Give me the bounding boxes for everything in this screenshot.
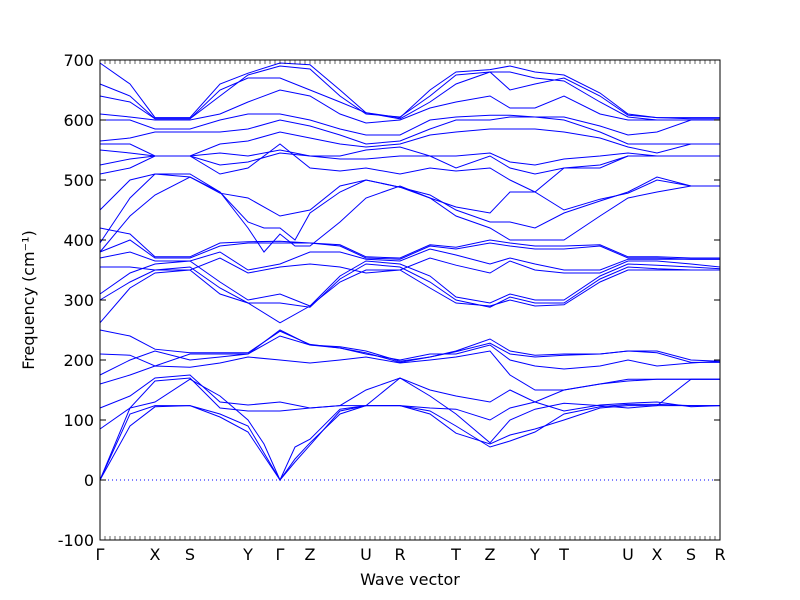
phonon-band-27 — [99, 65, 720, 121]
phonon-band-22 — [99, 146, 720, 166]
x-tick-label: S — [686, 545, 696, 564]
phonon-band-28 — [99, 71, 720, 120]
phonon-band-9 — [99, 329, 720, 363]
x-tick-label: X — [652, 545, 663, 564]
x-tick-label: T — [450, 545, 461, 564]
y-axis-label: Frequency (cm⁻¹) — [19, 230, 38, 369]
phonon-band-10 — [99, 269, 720, 324]
phonon-band-5 — [99, 374, 721, 412]
y-tick-label: -100 — [58, 531, 94, 550]
phonon-band-24 — [99, 116, 720, 145]
phonon-band-23 — [100, 128, 720, 157]
phonon-band-11 — [99, 263, 720, 308]
y-tick-label: 100 — [63, 411, 94, 430]
phonon-band-7 — [99, 335, 721, 376]
y-tick-label: 200 — [63, 351, 94, 370]
phonon-band-6 — [99, 350, 720, 391]
plot-frame — [99, 59, 721, 541]
x-tick-label: Γ — [96, 545, 105, 564]
x-tick-label: U — [360, 545, 372, 564]
y-tick-label: 700 — [63, 51, 94, 70]
phonon-band-14 — [99, 248, 720, 271]
x-tick-label: S — [185, 545, 195, 564]
x-tick-label: T — [558, 545, 569, 564]
phonon-band-26 — [99, 89, 720, 124]
x-tick-label: R — [394, 545, 405, 564]
phonon-band-29 — [99, 62, 720, 119]
phonon-band-20 — [99, 143, 720, 193]
y-tick-label: 600 — [63, 111, 94, 130]
phonon-band-15 — [99, 239, 720, 260]
y-axis-ticks: -100 0 100 200 300 400 500 600 700 — [58, 51, 720, 550]
phonon-bands — [99, 62, 721, 482]
x-tick-label: Y — [242, 545, 253, 564]
phonon-band-19 — [99, 173, 720, 217]
x-tick-label: X — [150, 545, 161, 564]
x-tick-label: Z — [485, 545, 496, 564]
x-tick-label: U — [622, 545, 634, 564]
phonon-band-3 — [99, 377, 720, 482]
x-tick-label: Y — [529, 545, 540, 564]
phonon-band-21 — [99, 152, 720, 175]
phonon-band-16 — [99, 227, 720, 259]
y-tick-label: 500 — [63, 171, 94, 190]
x-axis-label: Wave vector — [360, 570, 460, 589]
phonon-band-4 — [99, 377, 720, 430]
y-tick-label: 400 — [63, 231, 94, 250]
phonon-band-13 — [100, 257, 721, 274]
phonon-band-12 — [99, 260, 721, 307]
y-tick-label: 0 — [84, 471, 94, 490]
x-tick-label: Z — [305, 545, 316, 564]
y-tick-label: 300 — [63, 291, 94, 310]
x-tick-label: R — [714, 545, 725, 564]
x-tick-label: Γ — [276, 545, 285, 564]
phonon-band-25 — [100, 113, 720, 136]
